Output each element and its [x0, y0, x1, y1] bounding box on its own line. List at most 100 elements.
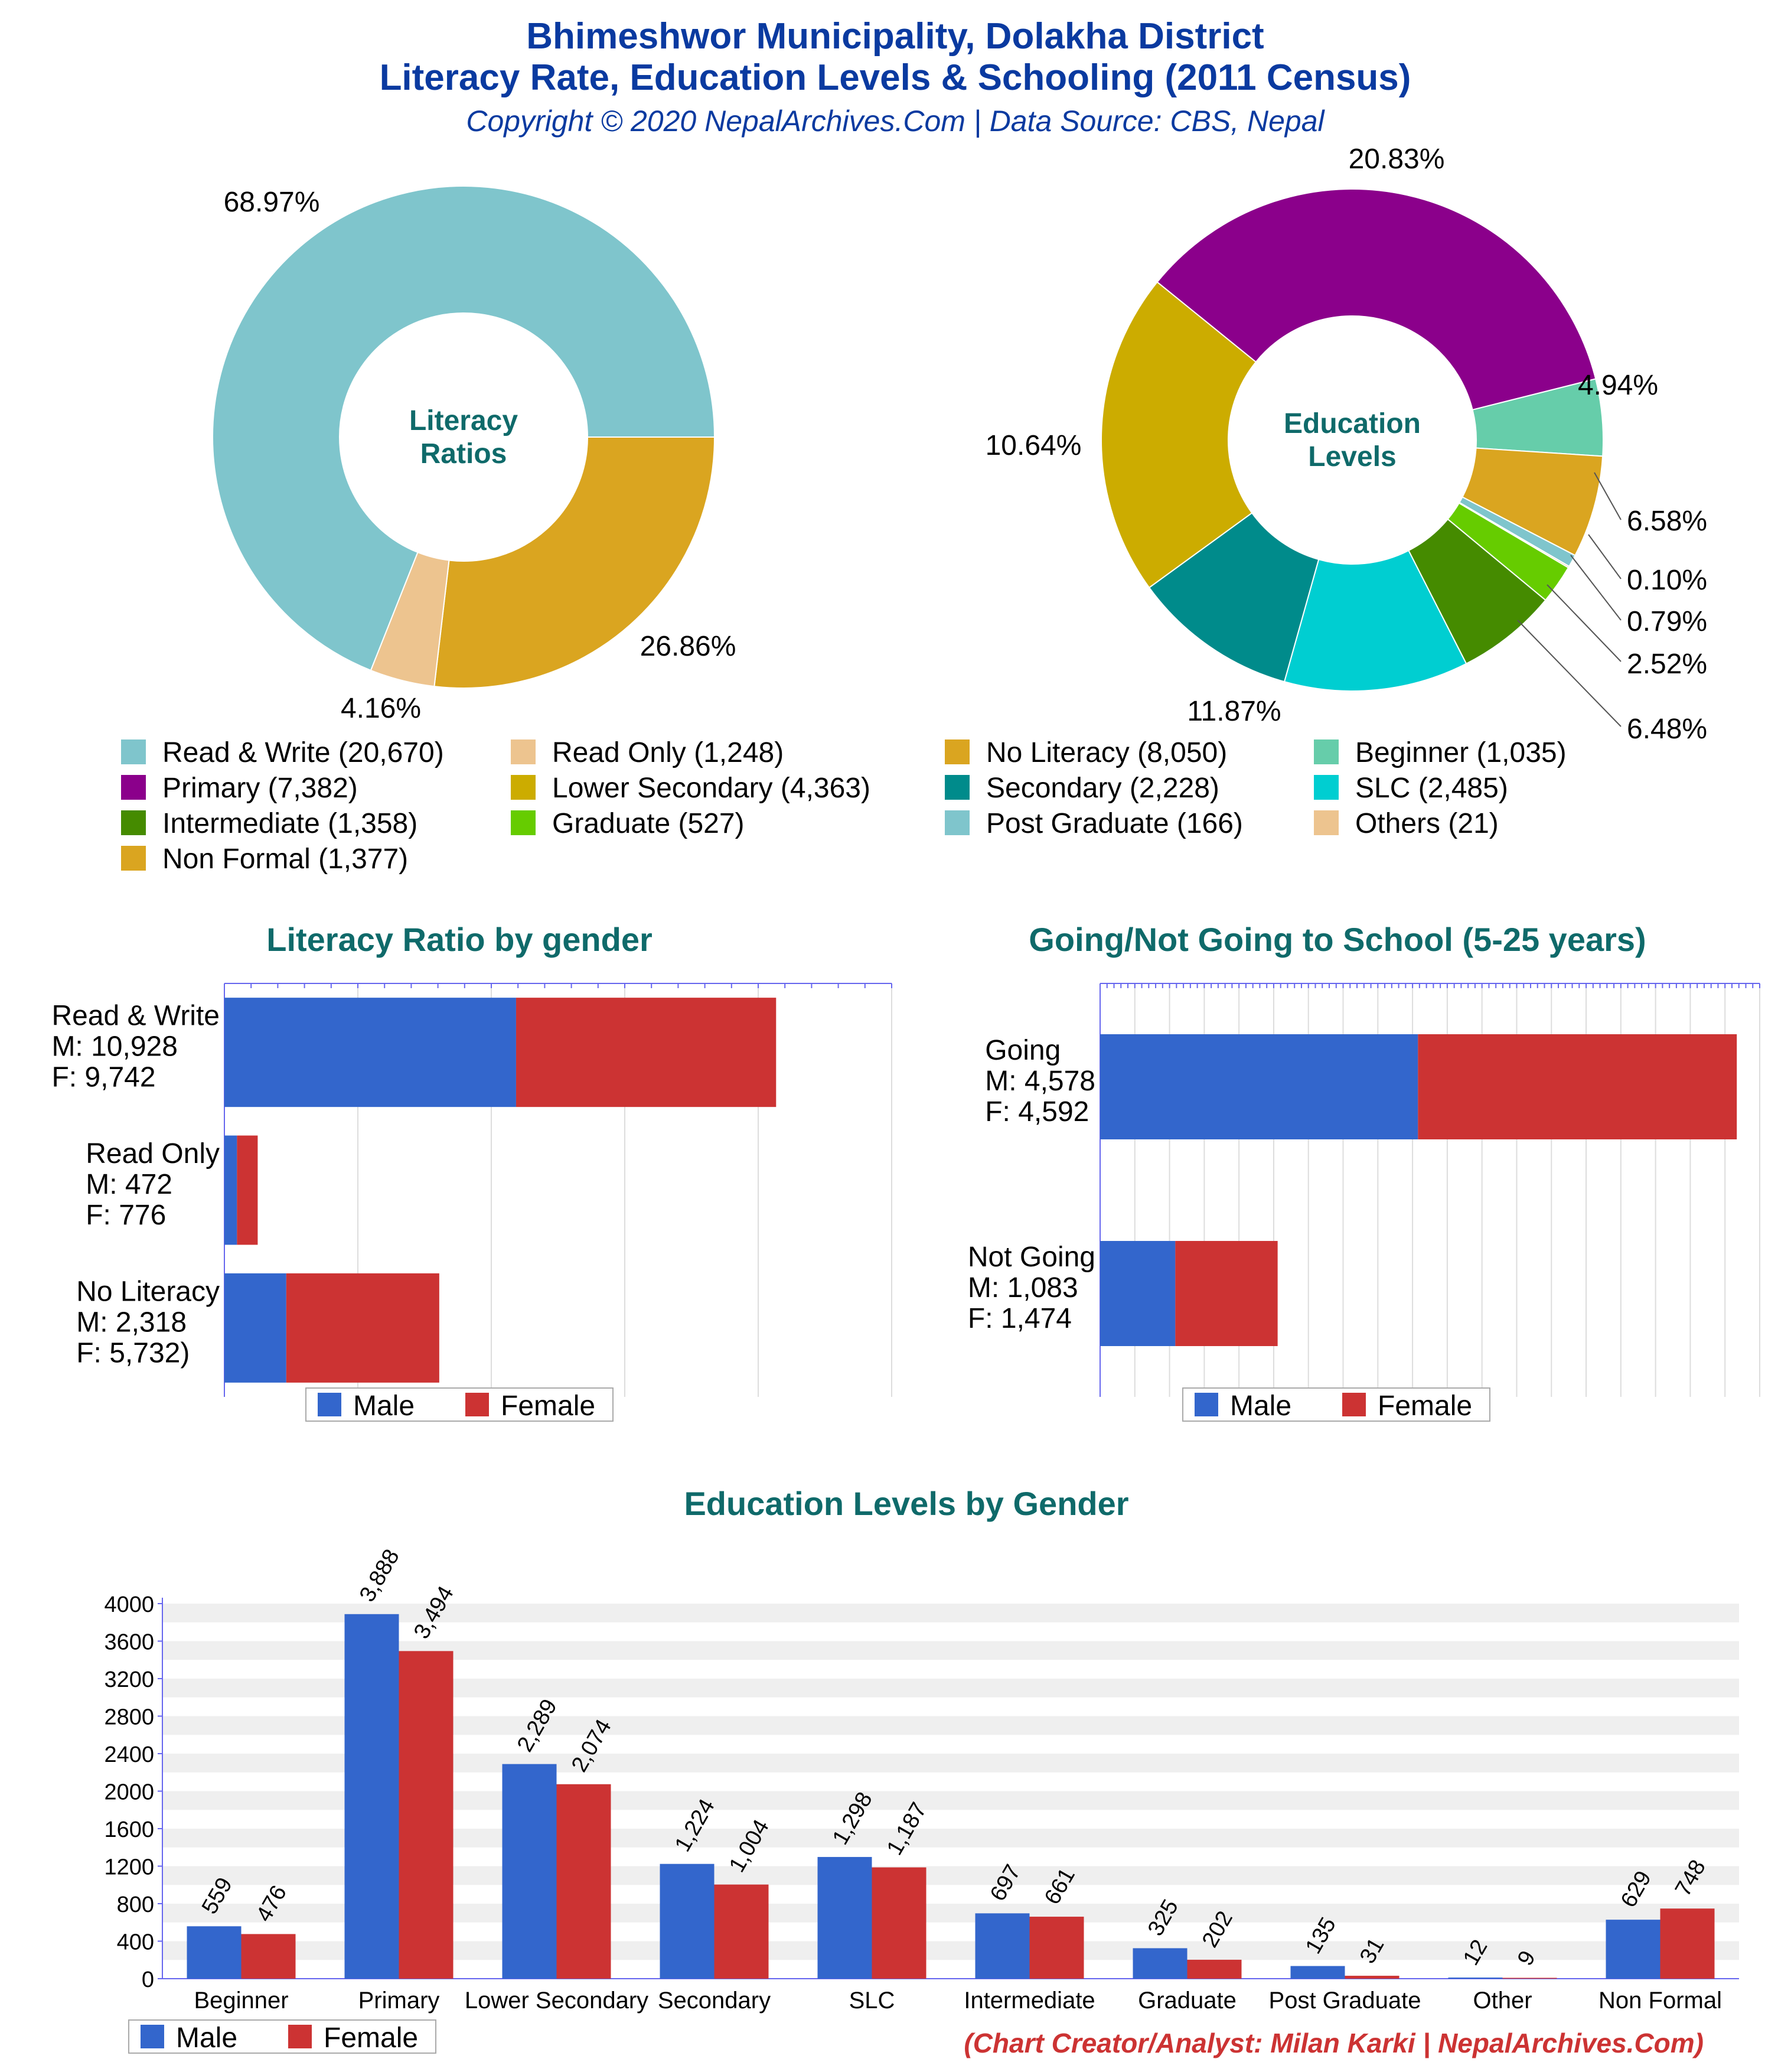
bar-female [237, 1135, 258, 1245]
x-category-label: Post Graduate [1269, 1988, 1421, 2014]
percent-label: 0.79% [1627, 606, 1707, 637]
bar-female [1187, 1959, 1242, 1979]
legend-label: Graduate (527) [552, 808, 745, 839]
legend-label: Beginner (1,035) [1355, 737, 1567, 768]
legend-label-female: Female [501, 1390, 595, 1422]
section-title: Education Levels by Gender [684, 1485, 1128, 1522]
bar-male [1100, 1034, 1418, 1139]
leader-line [1517, 620, 1622, 727]
legend-label-female: Female [1378, 1390, 1472, 1422]
gender-legend [128, 2019, 436, 2054]
bar-male [1290, 1966, 1345, 1979]
legend-swatch-male [1195, 1393, 1218, 1416]
legend-label: Intermediate (1,358) [162, 808, 417, 839]
grid-band [162, 1604, 1739, 1623]
percent-label: 2.52% [1627, 649, 1707, 680]
percent-label: 26.86% [640, 631, 736, 662]
legend-swatch-male [141, 2025, 164, 2048]
y-tick-label: 0 [142, 1967, 154, 1992]
donut-center-label: Literacy [409, 405, 518, 436]
legend-label: No Literacy (8,050) [986, 737, 1227, 768]
leader-line [1588, 534, 1622, 579]
donut-slice-lower-secondary [1101, 281, 1257, 589]
chart-title-line1: Bhimeshwor Municipality, Dolakha Distric… [526, 16, 1264, 57]
bar-female [1502, 1977, 1557, 1979]
bar-category-label: F: 5,732) [76, 1337, 190, 1369]
bar-female [1029, 1917, 1084, 1979]
leader-line [1547, 584, 1622, 662]
legend-label: Primary (7,382) [162, 773, 358, 804]
bar-male [502, 1764, 557, 1979]
donut-center-label: Levels [1308, 441, 1396, 473]
credit-text: (Chart Creator/Analyst: Milan Karki | Ne… [964, 2028, 1704, 2058]
x-category-label: Lower Secondary [465, 1988, 648, 2014]
leader-line [1570, 555, 1622, 621]
legend-swatch [511, 810, 536, 835]
percent-label: 20.83% [1349, 144, 1445, 175]
percent-label: 0.10% [1627, 565, 1707, 596]
legend-swatch [121, 810, 146, 835]
x-category-label: Other [1473, 1988, 1532, 2014]
bar-category-label: No Literacy [76, 1276, 220, 1307]
y-tick-label: 800 [117, 1892, 154, 1917]
bar-category-label: F: 9,742 [51, 1062, 155, 1093]
percent-label: 6.58% [1627, 506, 1707, 537]
legend-label: Secondary (2,228) [986, 773, 1219, 804]
legend-swatch-female [288, 2025, 312, 2048]
bar-male [975, 1913, 1030, 1979]
y-tick-label: 3600 [104, 1630, 154, 1655]
bar-male [344, 1614, 399, 1979]
percent-label: 11.87% [1187, 696, 1281, 727]
section-title: Going/Not Going to School (5-25 years) [1029, 921, 1646, 958]
bar-male [1606, 1920, 1660, 1979]
bar-category-label: Read Only [86, 1138, 220, 1169]
legend-swatch-female [1342, 1393, 1366, 1416]
legend-swatch-male [318, 1393, 341, 1416]
legend-swatch [511, 739, 536, 764]
x-category-label: Primary [358, 1988, 440, 2014]
legend-label: Others (21) [1355, 808, 1499, 839]
gender-legend [1182, 1387, 1490, 1422]
percent-label: 10.64% [986, 430, 1082, 461]
bar-category-label: Not Going [968, 1242, 1095, 1273]
legend-label-male: Male [353, 1390, 415, 1422]
y-tick-label: 2800 [104, 1705, 154, 1730]
bar-female [399, 1651, 454, 1979]
donut-center-label: Education [1284, 408, 1421, 439]
bar-category-label: F: 4,592 [985, 1096, 1089, 1128]
y-tick-label: 1600 [104, 1817, 154, 1842]
bar-category-label: F: 1,474 [968, 1303, 1072, 1334]
legend-swatch [945, 810, 970, 835]
bar-category-label: Read & Write [51, 1001, 220, 1032]
legend-label-male: Male [176, 2022, 237, 2054]
donut-slice-read-write [212, 185, 716, 672]
legend-label: Read & Write (20,670) [162, 737, 444, 768]
school-attendance-chart: Going/Not Going to School (5-25 years) Go… [968, 921, 1760, 1422]
bar-female [872, 1867, 927, 1979]
gender-legend [305, 1387, 614, 1422]
donut-slice-primary [1156, 188, 1597, 411]
x-category-label: Secondary [658, 1988, 771, 2014]
data-label-female: 748 [1671, 1856, 1711, 1901]
percent-label: 4.94% [1578, 370, 1658, 401]
legend-label: Non Formal (1,377) [162, 843, 408, 875]
section-title: Literacy Ratio by gender [266, 921, 653, 958]
bar-male [1133, 1948, 1188, 1979]
x-category-label: Beginner [194, 1988, 288, 2014]
donut-slice-slc [1283, 549, 1467, 692]
x-category-label: SLC [849, 1988, 895, 2014]
bar-category-label: M: 1,083 [968, 1272, 1078, 1304]
bar-category-label: M: 4,578 [985, 1066, 1095, 1097]
legend-label-female: Female [324, 2022, 418, 2054]
bar-female [516, 998, 777, 1107]
bar-female [1175, 1241, 1278, 1346]
legend-swatch [945, 775, 970, 800]
legend-swatch [1314, 739, 1339, 764]
legend-swatch [1314, 810, 1339, 835]
data-label-male: 12 [1459, 1936, 1493, 1970]
bar-category-label: M: 472 [86, 1169, 172, 1200]
bar-male [187, 1926, 242, 1979]
bar-female [714, 1884, 769, 1979]
legend-swatch [121, 739, 146, 764]
